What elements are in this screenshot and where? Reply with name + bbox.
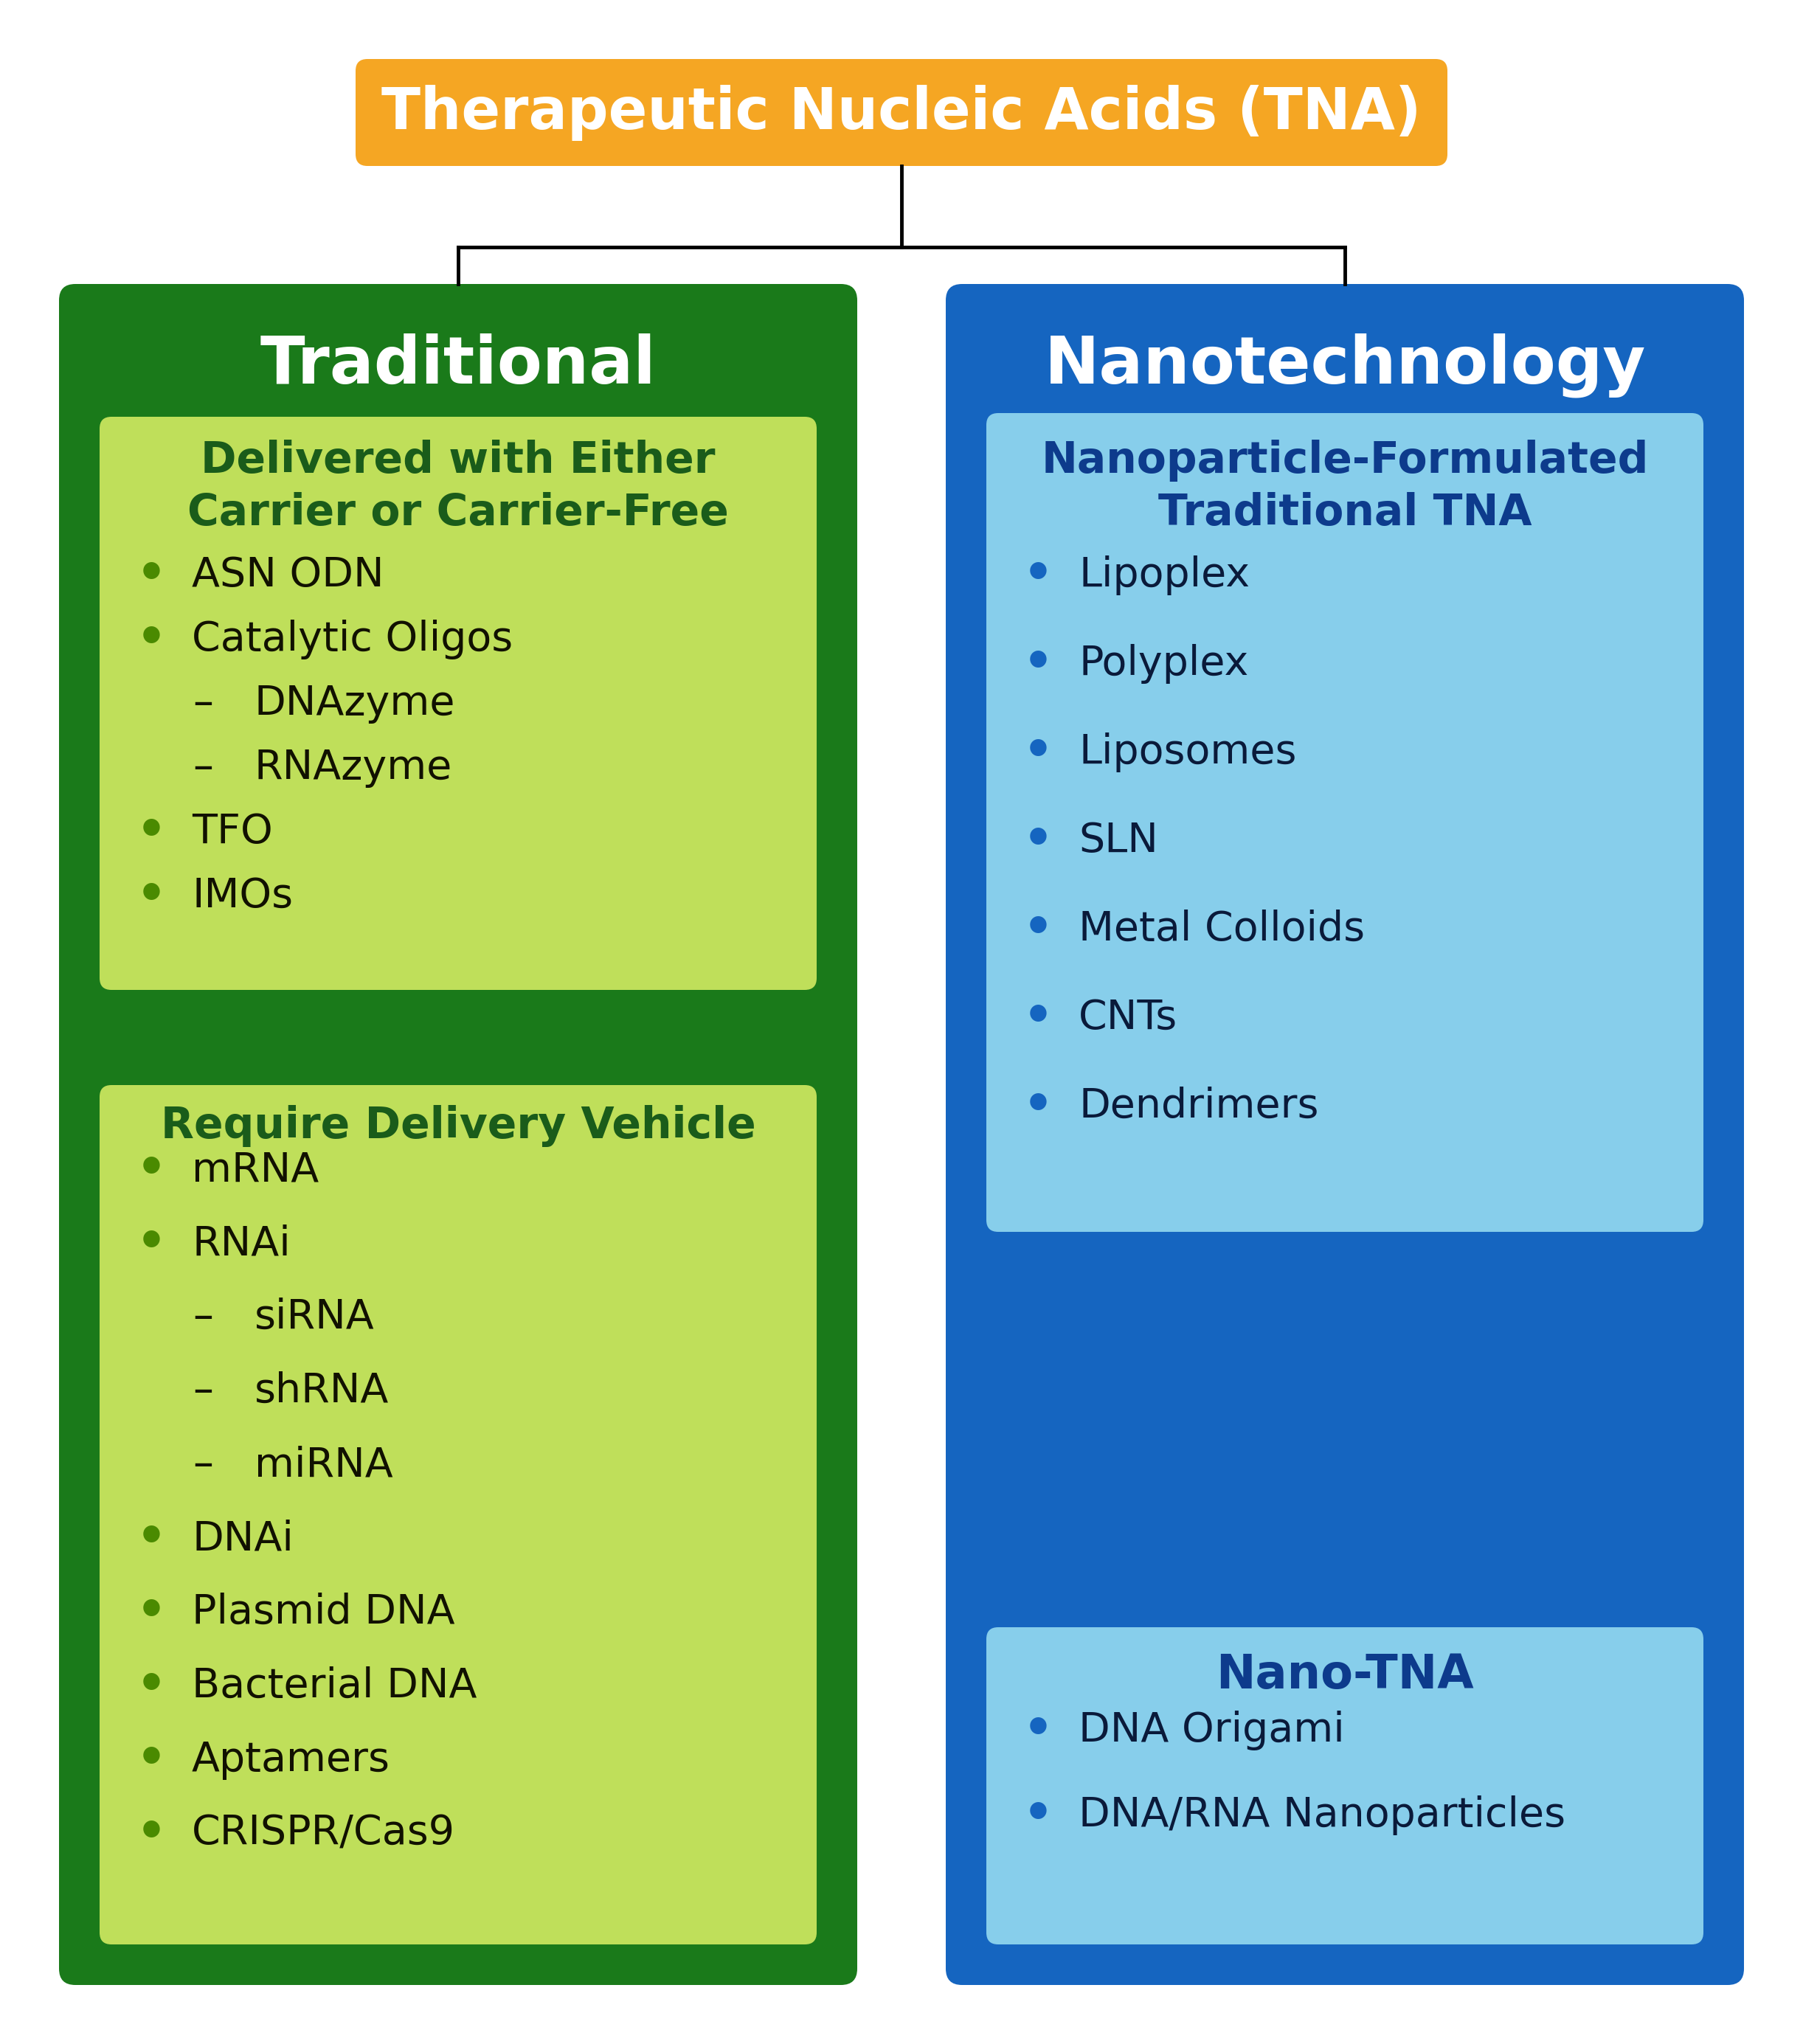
Text: •: • [137, 1220, 166, 1267]
FancyBboxPatch shape [355, 59, 1448, 166]
Text: •: • [1022, 642, 1053, 687]
Text: Lipoplex: Lipoplex [1078, 556, 1249, 595]
Text: Metal Colloids: Metal Colloids [1078, 910, 1365, 948]
Text: Traditional: Traditional [260, 333, 656, 397]
Text: Bacterial DNA: Bacterial DNA [191, 1666, 478, 1707]
Text: •: • [1022, 995, 1053, 1040]
Text: •: • [137, 1811, 166, 1856]
Text: –: – [193, 1445, 213, 1484]
Text: •: • [137, 1664, 166, 1709]
Text: Catalytic Oligos: Catalytic Oligos [191, 619, 512, 660]
FancyBboxPatch shape [99, 1085, 817, 1944]
Text: •: • [1022, 1793, 1053, 1838]
Text: SLN: SLN [1078, 822, 1158, 861]
Text: Polyplex: Polyplex [1078, 644, 1248, 685]
Text: shRNA: shRNA [254, 1372, 389, 1410]
Text: Therapeutic Nucleic Acids (TNA): Therapeutic Nucleic Acids (TNA) [382, 84, 1421, 141]
FancyBboxPatch shape [99, 417, 817, 989]
FancyBboxPatch shape [986, 413, 1704, 1233]
Text: •: • [1022, 552, 1053, 599]
Text: siRNA: siRNA [254, 1298, 375, 1337]
Text: •: • [137, 1737, 166, 1782]
Text: TFO: TFO [191, 811, 272, 852]
Text: •: • [137, 1590, 166, 1635]
Text: •: • [1022, 908, 1053, 953]
Text: •: • [137, 617, 166, 662]
Text: •: • [1022, 1707, 1053, 1754]
Text: mRNA: mRNA [191, 1151, 319, 1190]
Text: –: – [193, 748, 213, 787]
FancyBboxPatch shape [59, 284, 856, 1985]
FancyBboxPatch shape [986, 1627, 1704, 1944]
Text: CNTs: CNTs [1078, 997, 1177, 1038]
Text: –: – [193, 1372, 213, 1410]
Text: Nano-TNA: Nano-TNA [1215, 1652, 1473, 1699]
Text: miRNA: miRNA [254, 1445, 393, 1484]
Text: Nanoparticle-Formulated
Traditional TNA: Nanoparticle-Formulated Traditional TNA [1040, 439, 1648, 533]
Text: RNAzyme: RNAzyme [254, 748, 453, 787]
Text: •: • [137, 873, 166, 920]
Text: •: • [1022, 1083, 1053, 1130]
Text: •: • [137, 552, 166, 599]
Text: CRISPR/Cas9: CRISPR/Cas9 [191, 1813, 454, 1854]
FancyBboxPatch shape [947, 284, 1744, 1985]
Text: Plasmid DNA: Plasmid DNA [191, 1592, 454, 1633]
Text: DNA Origami: DNA Origami [1078, 1711, 1345, 1750]
Text: –: – [193, 685, 213, 724]
Text: DNA/RNA Nanoparticles: DNA/RNA Nanoparticles [1078, 1795, 1565, 1836]
Text: –: – [193, 1298, 213, 1337]
Text: •: • [137, 1517, 166, 1562]
Text: •: • [137, 1147, 166, 1194]
Text: Nanotechnology: Nanotechnology [1044, 333, 1646, 397]
Text: Liposomes: Liposomes [1078, 732, 1296, 773]
Text: •: • [1022, 730, 1053, 775]
Text: Require Delivery Vehicle: Require Delivery Vehicle [160, 1104, 755, 1147]
Text: ASN ODN: ASN ODN [191, 556, 384, 595]
Text: Delivered with Either
Carrier or Carrier-Free: Delivered with Either Carrier or Carrier… [188, 439, 728, 533]
Text: RNAi: RNAi [191, 1224, 290, 1263]
Text: Aptamers: Aptamers [191, 1739, 389, 1780]
Text: IMOs: IMOs [191, 877, 292, 916]
Text: •: • [137, 809, 166, 854]
Text: Dendrimers: Dendrimers [1078, 1087, 1318, 1126]
Text: •: • [1022, 818, 1053, 865]
Text: DNAzyme: DNAzyme [254, 685, 456, 724]
Text: DNAi: DNAi [191, 1519, 294, 1560]
